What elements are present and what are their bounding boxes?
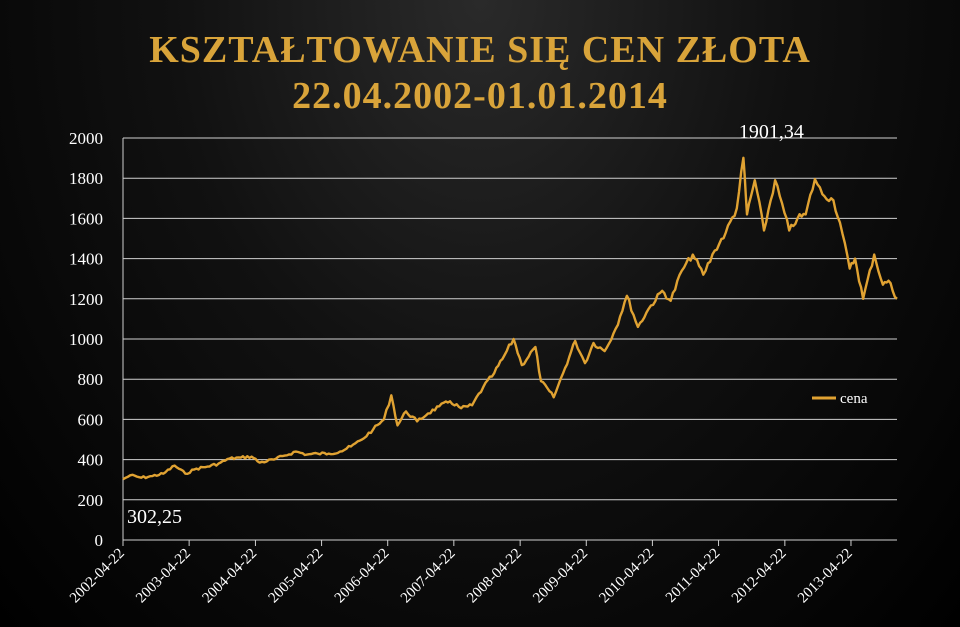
x-tick-label-2011-04-22: 2011-04-22 <box>663 546 723 606</box>
y-tick-label-600: 600 <box>78 410 104 429</box>
y-tick-label-800: 800 <box>78 370 104 389</box>
y-tick-label-1000: 1000 <box>69 330 103 349</box>
x-tick-label-2008-04-22: 2008-04-22 <box>464 546 525 607</box>
y-tick-label-2000: 2000 <box>69 129 103 148</box>
y-tick-label-0: 0 <box>95 531 104 550</box>
y-axis: 0 200 400 600 800 1000 1200 1400 1600 1800 2000 <box>69 129 124 550</box>
annotation-start: 302,25 <box>127 506 182 528</box>
x-axis: 2002-04-22 2003-04-22 2004-04-22 2005-04-22… <box>67 539 897 607</box>
x-tick-label-2013-04-22: 2013-04-22 <box>795 546 856 607</box>
x-tick-label-2009-04-22: 2009-04-22 <box>530 546 591 607</box>
x-tick-label-2006-04-22: 2006-04-22 <box>332 546 393 607</box>
x-tick-label-2004-04-22: 2004-04-22 <box>199 546 260 607</box>
chart-title: KSZTAŁTOWANIE SIĘ CEN ZŁOTA <box>149 29 811 71</box>
legend: cena <box>812 391 868 407</box>
chart-subtitle: 22.04.2002-01.01.2014 <box>292 75 668 117</box>
y-tick-label-1200: 1200 <box>69 290 103 309</box>
legend-label-cena: cena <box>840 391 868 407</box>
x-tick-label-2003-04-22: 2003-04-22 <box>133 546 194 607</box>
y-tick-label-1400: 1400 <box>69 250 103 269</box>
x-tick-label-2007-04-22: 2007-04-22 <box>398 546 459 607</box>
y-tick-label-200: 200 <box>78 491 104 510</box>
x-tick-label-2002-04-22: 2002-04-22 <box>67 546 128 607</box>
y-tick-label-1800: 1800 <box>69 169 103 188</box>
x-tick-label-2010-04-22: 2010-04-22 <box>596 546 657 607</box>
annotation-max: 1901,34 <box>739 121 804 143</box>
y-tick-label-400: 400 <box>78 451 104 470</box>
x-tick-label-2005-04-22: 2005-04-22 <box>266 546 327 607</box>
y-tick-label-1600: 1600 <box>69 209 103 228</box>
x-tick-label-2012-04-22: 2012-04-22 <box>729 546 790 607</box>
annotations: 1901,34 302,25 <box>127 121 804 528</box>
series-line-cena <box>122 156 898 481</box>
gridlines <box>123 137 897 501</box>
